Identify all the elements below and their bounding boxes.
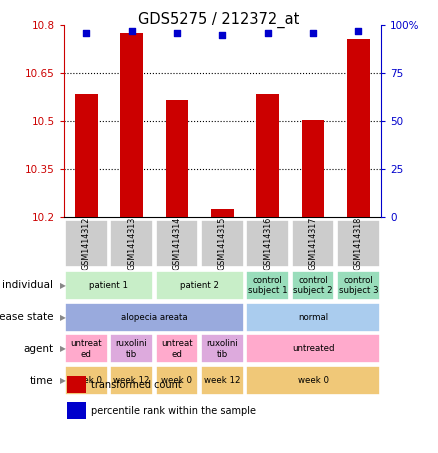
Text: individual: individual xyxy=(3,280,53,290)
Text: control
subject 2: control subject 2 xyxy=(293,276,333,295)
Bar xyxy=(246,303,380,332)
Text: patient 2: patient 2 xyxy=(180,281,219,290)
Bar xyxy=(65,271,153,300)
Text: control
subject 3: control subject 3 xyxy=(339,276,378,295)
Bar xyxy=(201,220,244,267)
Point xyxy=(355,27,362,34)
Text: control
subject 1: control subject 1 xyxy=(248,276,287,295)
Bar xyxy=(246,220,289,267)
Text: GSM1414316: GSM1414316 xyxy=(263,217,272,270)
Text: transformed count: transformed count xyxy=(91,380,181,390)
Point xyxy=(264,29,271,36)
Bar xyxy=(67,402,86,419)
Text: ▶: ▶ xyxy=(60,376,66,385)
Text: patient 1: patient 1 xyxy=(89,281,128,290)
Bar xyxy=(201,366,244,395)
Text: time: time xyxy=(30,376,53,386)
Point xyxy=(128,27,135,34)
Text: agent: agent xyxy=(23,344,53,354)
Text: disease state: disease state xyxy=(0,312,53,322)
Text: untreat
ed: untreat ed xyxy=(161,339,193,358)
Bar xyxy=(65,220,107,267)
Bar xyxy=(155,220,198,267)
Text: GSM1414318: GSM1414318 xyxy=(354,217,363,270)
Text: ruxolini
tib: ruxolini tib xyxy=(116,339,148,358)
Bar xyxy=(67,376,86,393)
Point xyxy=(219,31,226,38)
Bar xyxy=(75,94,98,217)
Text: GSM1414313: GSM1414313 xyxy=(127,217,136,270)
Text: alopecia areata: alopecia areata xyxy=(121,313,187,322)
Text: ▶: ▶ xyxy=(60,281,66,290)
Text: ▶: ▶ xyxy=(60,313,66,322)
Bar xyxy=(110,220,153,267)
Text: ruxolini
tib: ruxolini tib xyxy=(206,339,238,358)
Text: percentile rank within the sample: percentile rank within the sample xyxy=(91,405,255,415)
Bar xyxy=(120,33,143,217)
Bar xyxy=(65,366,107,395)
Text: GDS5275 / 212372_at: GDS5275 / 212372_at xyxy=(138,11,300,28)
Text: GSM1414312: GSM1414312 xyxy=(82,217,91,270)
Bar xyxy=(246,366,380,395)
Text: normal: normal xyxy=(298,313,328,322)
Text: untreat
ed: untreat ed xyxy=(71,339,102,358)
Bar xyxy=(65,334,107,363)
Text: week 12: week 12 xyxy=(113,376,150,385)
Bar xyxy=(347,39,370,217)
Bar xyxy=(110,334,153,363)
Bar xyxy=(337,271,380,300)
Bar xyxy=(155,271,244,300)
Bar xyxy=(155,366,198,395)
Bar xyxy=(256,94,279,217)
Bar xyxy=(110,366,153,395)
Bar xyxy=(246,271,289,300)
Bar xyxy=(166,100,188,217)
Bar xyxy=(246,334,380,363)
Text: GSM1414314: GSM1414314 xyxy=(173,217,181,270)
Bar xyxy=(211,209,233,217)
Bar xyxy=(292,220,334,267)
Bar xyxy=(292,271,334,300)
Text: week 0: week 0 xyxy=(297,376,328,385)
Bar xyxy=(155,334,198,363)
Text: ▶: ▶ xyxy=(60,344,66,353)
Bar xyxy=(302,120,325,217)
Bar xyxy=(337,220,380,267)
Text: week 0: week 0 xyxy=(162,376,192,385)
Text: GSM1414317: GSM1414317 xyxy=(308,217,318,270)
Text: untreated: untreated xyxy=(292,344,334,353)
Point xyxy=(83,29,90,36)
Text: week 12: week 12 xyxy=(204,376,240,385)
Bar xyxy=(201,334,244,363)
Text: GSM1414315: GSM1414315 xyxy=(218,217,227,270)
Text: week 0: week 0 xyxy=(71,376,102,385)
Point xyxy=(310,29,317,36)
Point xyxy=(173,29,180,36)
Bar xyxy=(65,303,244,332)
